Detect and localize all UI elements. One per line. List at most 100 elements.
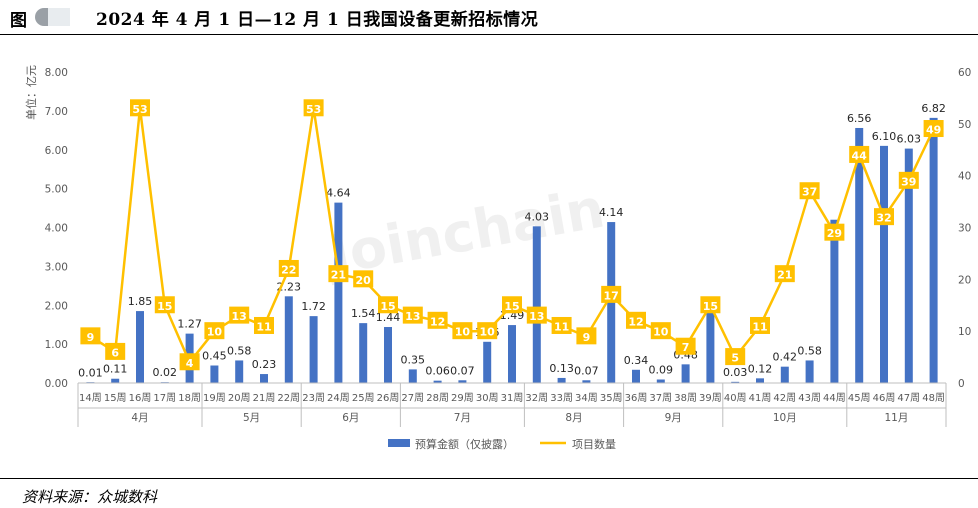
- category-label: 19周: [203, 392, 226, 404]
- line-label-box: [874, 208, 894, 226]
- line-value-label: 4: [186, 357, 194, 370]
- bar: [235, 360, 244, 383]
- y-axis-unit-label: 单位：亿元: [24, 65, 38, 120]
- line-label-box: [303, 99, 324, 117]
- bar: [756, 378, 764, 383]
- left-tick-label: 7.00: [45, 106, 68, 118]
- line-label-box: [898, 171, 919, 189]
- line-value-label: 22: [281, 263, 296, 276]
- month-label: 8月: [565, 412, 582, 424]
- line-value-label: 29: [827, 227, 842, 240]
- category-label: 23周: [302, 392, 325, 404]
- bar: [260, 374, 268, 383]
- bar-value-label: 6.82: [921, 102, 946, 115]
- bar: [706, 301, 715, 383]
- line-label-box: [650, 322, 671, 340]
- line-value-label: 53: [306, 103, 321, 116]
- source-note: 资料来源：众城数科: [22, 488, 158, 506]
- line-value-label: 53: [132, 103, 147, 116]
- line-value-label: 15: [504, 300, 519, 313]
- bar: [309, 316, 318, 383]
- bar: [805, 360, 814, 383]
- line-label-box: [278, 259, 299, 277]
- left-tick-label: 3.00: [45, 261, 68, 273]
- line-label-box: [229, 306, 250, 324]
- line-label-box: [378, 296, 398, 314]
- right-axis-ticks: 0 10 20 30 40 50 60: [958, 67, 971, 390]
- bar: [210, 365, 219, 383]
- bar-value-label: 0.45: [202, 350, 227, 363]
- category-label: 27周: [401, 392, 424, 404]
- bar: [681, 364, 690, 383]
- bar: [111, 378, 120, 383]
- line-label-box: [824, 223, 845, 241]
- bar-value-label: 6.03: [897, 133, 922, 146]
- bar-value-label: 0.07: [450, 364, 475, 377]
- right-tick-label: 20: [958, 274, 971, 286]
- bar-value-label: 1.44: [376, 311, 401, 324]
- line-label-box: [105, 342, 126, 360]
- category-label: 41周: [749, 392, 772, 404]
- line-label-box: [725, 348, 746, 366]
- line-value-label: 10: [480, 326, 496, 339]
- right-tick-label: 10: [958, 326, 971, 338]
- category-label: 42周: [773, 392, 796, 404]
- right-tick-label: 0: [958, 378, 965, 390]
- bar: [731, 381, 740, 383]
- line-value-label: 17: [604, 289, 619, 302]
- category-label: 26周: [377, 392, 400, 404]
- line-value-label: 12: [430, 315, 445, 328]
- bar-value-label: 6.10: [872, 130, 897, 143]
- bar-value-label: 0.03: [723, 366, 748, 379]
- line-value-label: 49: [926, 124, 941, 137]
- line-value-label: 10: [653, 326, 669, 339]
- category-label: 30周: [476, 392, 499, 404]
- month-label: 5月: [243, 412, 260, 424]
- line-value-label: 15: [703, 300, 718, 313]
- footer-divider: [0, 478, 978, 479]
- bar: [582, 380, 591, 383]
- line-label-box: [254, 316, 274, 334]
- line-label-box: [452, 322, 473, 340]
- line-label-box: [477, 322, 498, 340]
- line-value-label: 39: [901, 175, 916, 188]
- bar: [904, 148, 913, 383]
- category-label: 24周: [327, 392, 350, 404]
- left-tick-label: 1.00: [45, 339, 68, 351]
- line-value-label: 13: [405, 310, 420, 323]
- category-label: 17周: [153, 392, 176, 404]
- line-label-box: [154, 296, 175, 314]
- bar: [334, 202, 343, 383]
- bar-value-label: 6.56: [847, 112, 872, 125]
- bar-value-label: 0.58: [797, 344, 822, 357]
- month-label: 6月: [342, 412, 359, 424]
- left-tick-label: 2.00: [45, 300, 68, 312]
- category-label: 34周: [575, 392, 598, 404]
- category-label: 44周: [823, 392, 846, 404]
- category-label: 37周: [649, 392, 672, 404]
- category-label: 20周: [228, 392, 251, 404]
- line-value-label: 6: [111, 346, 119, 359]
- bar-value-label: 0.02: [153, 366, 178, 379]
- line-label-box: [328, 265, 349, 283]
- line-label-box: [576, 327, 597, 345]
- left-tick-label: 5.00: [45, 184, 68, 196]
- line-label-box: [353, 270, 374, 288]
- header-divider: [0, 34, 978, 35]
- line-value-label: 10: [455, 326, 471, 339]
- line-label-box: [80, 327, 101, 345]
- line-value-label: 12: [628, 315, 643, 328]
- legend: 预算金额（仅披露） 项目数量: [388, 437, 616, 451]
- bar-value-label: 1.72: [301, 300, 326, 313]
- category-label: 40周: [724, 392, 747, 404]
- bar-value-label: 0.13: [549, 362, 574, 375]
- line-value-label: 9: [583, 331, 591, 344]
- line-value-label: 11: [752, 320, 767, 333]
- month-label: 10月: [773, 412, 797, 424]
- bar-data-labels: 0.01 0.111.850.021.270.45 0.580.232.231.72…: [78, 102, 946, 380]
- line-value-label: 20: [356, 274, 372, 287]
- bar: [532, 226, 541, 383]
- bar: [433, 380, 442, 383]
- category-label: 38周: [674, 392, 697, 404]
- line-label-box: [750, 316, 770, 334]
